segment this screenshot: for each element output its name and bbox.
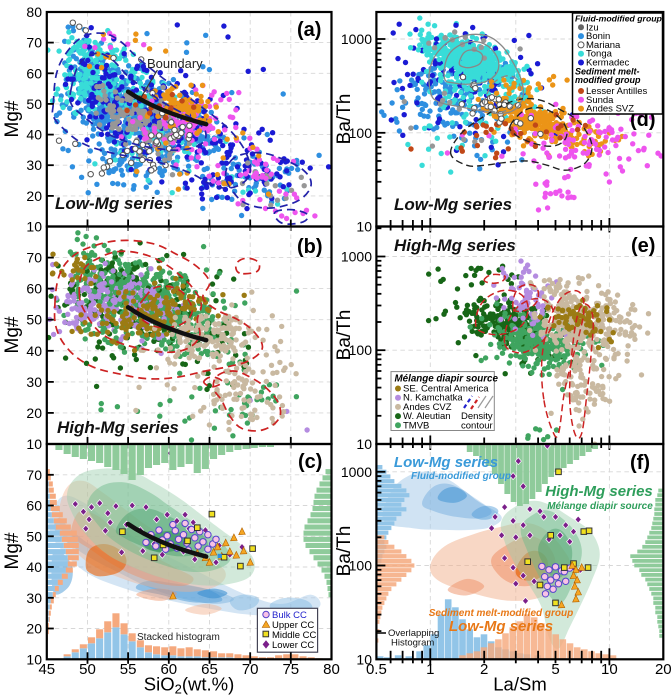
svg-text:Stacked histogram: Stacked histogram [137,632,220,643]
svg-text:(b): (b) [297,236,323,258]
svg-text:Lower CC: Lower CC [272,640,314,651]
svg-text:(a): (a) [297,19,321,41]
svg-text:Bulk CC: Bulk CC [272,610,307,621]
svg-text:Middle CC: Middle CC [272,630,316,641]
svg-text:(c): (c) [298,451,322,473]
svg-text:High-Mg series: High-Mg series [57,418,179,437]
svg-text:Upper CC: Upper CC [272,620,314,631]
svg-text:Boundary: Boundary [147,56,203,71]
svg-text:Low-Mg series: Low-Mg series [55,194,173,213]
